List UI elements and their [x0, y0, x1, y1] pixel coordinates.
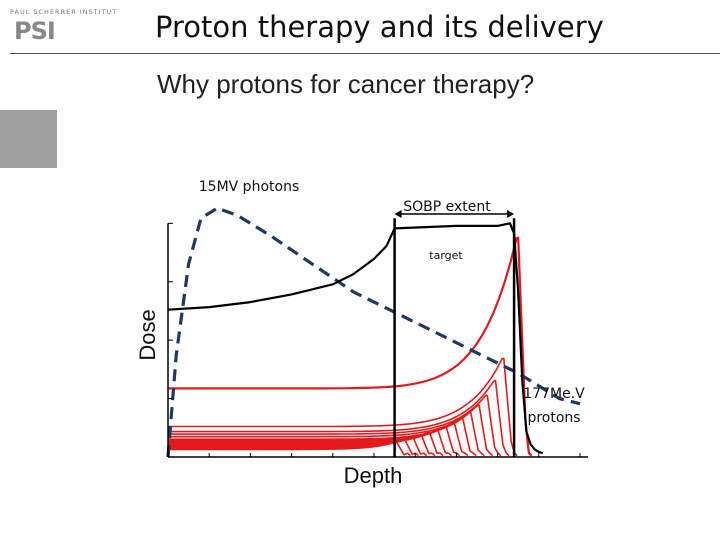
- decorative-gray-block: [0, 110, 57, 168]
- logo-institute-text: PAUL SCHERRER INSTITUT: [10, 8, 118, 16]
- x-axis-label: Depth: [344, 463, 403, 488]
- photons-label: 15MV photons: [199, 179, 299, 195]
- sobp-arrowhead-right: [507, 210, 515, 218]
- psi-logo: PAUL SCHERRER INSTITUT PSI: [10, 8, 116, 45]
- photon-dose-curve: [166, 206, 581, 458]
- page-subtitle: Why protons for cancer therapy?: [157, 69, 535, 99]
- y-axis-label: Dose: [135, 309, 160, 360]
- title-divider: [10, 53, 720, 54]
- protons-label-line2: protons: [527, 410, 580, 426]
- target-label: target: [429, 249, 463, 262]
- axes-group: [167, 210, 588, 458]
- bragg-peak-curve-15: [168, 441, 411, 457]
- protons-label-line1: 177Me.V: [523, 386, 585, 402]
- sobp-dose-curve: [167, 222, 544, 455]
- bragg-peak-curve-1: [168, 236, 533, 457]
- sobp-label: SOBP extent: [403, 199, 491, 215]
- logo-psi-text: PSI: [14, 17, 56, 45]
- bragg-peak-curve-4: [168, 394, 502, 457]
- bragg-peak-curve-3: [168, 379, 510, 457]
- curves-group: [166, 206, 581, 458]
- sobp-arrowhead-left: [394, 210, 402, 218]
- page-title: Proton therapy and its delivery: [155, 10, 604, 44]
- bragg-peak-curve-2: [168, 357, 518, 457]
